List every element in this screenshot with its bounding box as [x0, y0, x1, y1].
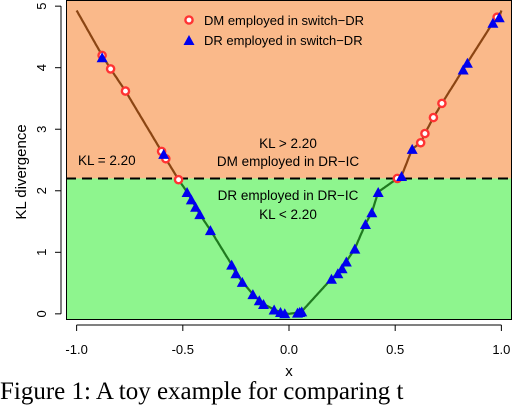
dr-point	[366, 207, 378, 218]
dr-point	[493, 12, 505, 23]
annotation-upper-line1: KL > 2.20	[259, 136, 317, 151]
dm-point	[420, 128, 430, 139]
y-tick-label: 1	[34, 249, 49, 256]
y-axis-title: KL divergence	[13, 124, 30, 219]
annotation-upper-line2: DM employed in DR−IC	[217, 154, 359, 169]
dr-point	[190, 201, 202, 212]
dm-point	[120, 86, 131, 96]
dr-point	[372, 187, 384, 197]
y-axis: 0 1 2 3 4 5	[34, 3, 62, 317]
legend-dr-marker-icon	[183, 35, 195, 45]
legend-dr-label: DR employed in switch−DR	[204, 33, 363, 48]
region-above-threshold	[66, 0, 512, 179]
plot-regions	[66, 0, 512, 320]
dr-point	[406, 143, 418, 154]
dr-point	[296, 306, 308, 317]
y-tick-label: 0	[34, 310, 49, 317]
y-tick-label: 2	[34, 187, 49, 194]
dr-point	[268, 304, 280, 315]
dr-point	[349, 243, 361, 254]
dr-point	[336, 263, 348, 274]
dr-point	[181, 187, 193, 197]
y-tick-label: 4	[34, 64, 49, 71]
legend: DM employed in switch−DR DR employed in …	[183, 13, 364, 48]
dr-point	[457, 64, 469, 75]
dm-point	[437, 98, 447, 109]
dr-point	[230, 268, 242, 279]
data-points	[96, 12, 505, 319]
dr-point	[194, 209, 206, 220]
x-tick-label: -1.0	[65, 342, 87, 357]
dr-point	[204, 225, 216, 236]
threshold-label: KL = 2.20	[78, 153, 136, 168]
x-tick-label: 0.0	[280, 342, 298, 357]
y-tick-label: 5	[34, 3, 49, 10]
dr-point	[396, 171, 408, 181]
dr-point	[461, 57, 473, 68]
dr-point	[487, 17, 499, 28]
dm-point	[105, 64, 116, 74]
legend-item-dr: DR employed in switch−DR	[183, 33, 363, 48]
dr-point	[158, 148, 170, 159]
dr-point	[325, 273, 337, 284]
x-tick-label: 1.0	[492, 342, 510, 357]
dr-point	[96, 52, 108, 63]
dr-point	[279, 308, 291, 319]
dm-point	[415, 137, 426, 148]
annotation-lower-line2: KL < 2.20	[259, 207, 317, 222]
dm-point	[173, 174, 184, 185]
figure-caption: Figure 1: A toy example for comparing t	[0, 378, 404, 405]
legend-dm-label: DM employed in switch−DR	[204, 13, 364, 28]
legend-item-dm: DM employed in switch−DR	[184, 13, 364, 28]
legend-dm-marker-icon	[184, 15, 194, 25]
x-axis-title: x	[285, 363, 293, 378]
annotation-lower-line1: DR employed in DR−IC	[218, 188, 359, 203]
y-tick-label: 3	[34, 126, 49, 133]
dr-point	[226, 259, 238, 270]
x-tick-label: -0.5	[172, 342, 194, 357]
dr-point	[359, 219, 371, 229]
dr-point	[340, 256, 352, 267]
dr-point	[258, 299, 270, 309]
dm-point	[428, 112, 439, 123]
x-tick-label: 0.5	[386, 342, 404, 357]
dr-point	[185, 194, 197, 205]
dr-point	[247, 289, 259, 300]
dr-point	[236, 276, 248, 287]
x-axis: -1.0 -0.5 0.0 0.5 1.0	[65, 324, 510, 357]
kl-divergence-chart: -1.0 -0.5 0.0 0.5 1.0 0 1 2 3 4 5 KL = 2.20 KL > …	[13, 0, 512, 378]
region-below-threshold	[66, 178, 512, 320]
